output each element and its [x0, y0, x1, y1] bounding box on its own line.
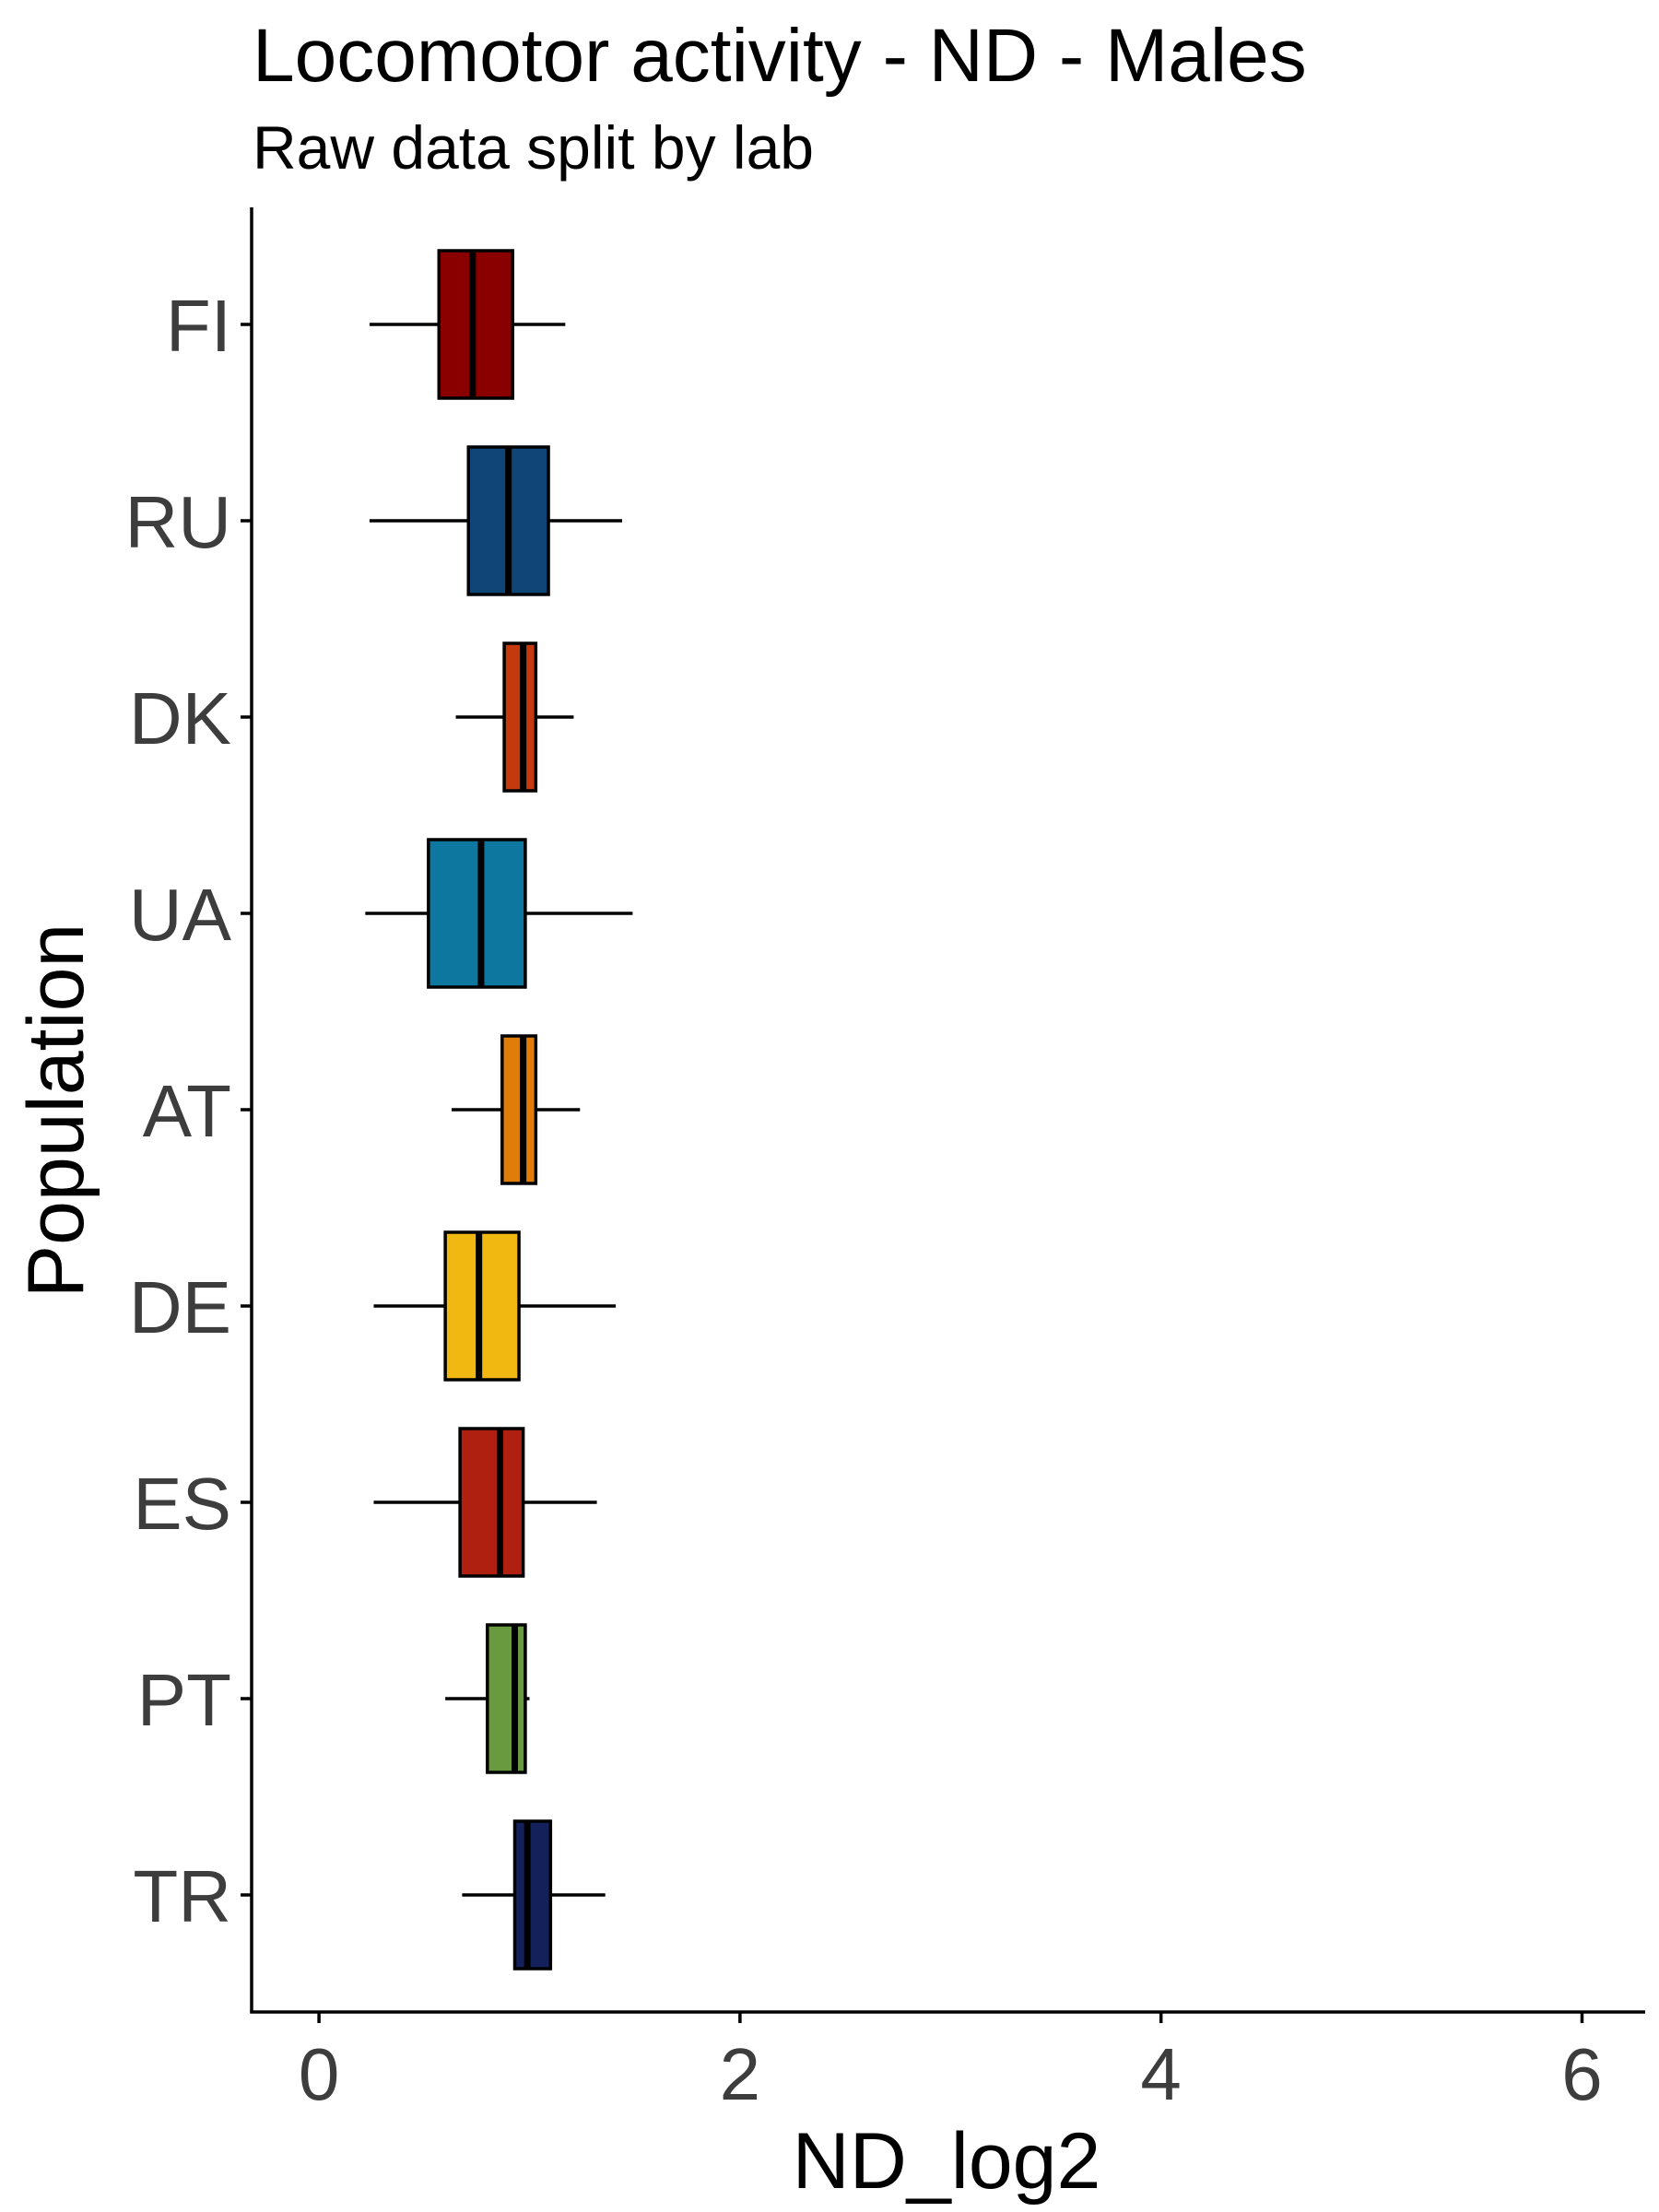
- iqr-box-tr: [512, 1819, 553, 1971]
- y-axis: FI RU DK UA AT DE ES PT TR: [124, 207, 253, 2012]
- y-tick-label-ru: RU: [124, 481, 231, 563]
- box-de: [373, 1230, 617, 1382]
- box-at: [451, 1034, 581, 1185]
- y-tick-label-fi: FI: [166, 285, 231, 367]
- box-ua: [365, 838, 633, 989]
- box-pt: [445, 1623, 530, 1774]
- chart-title: Locomotor activity - ND - Males: [253, 14, 1307, 98]
- iqr-box-es: [458, 1427, 525, 1578]
- x-axis-title: ND_log2: [793, 2117, 1101, 2206]
- plot-area: [365, 249, 633, 1971]
- x-tick-label-4: 4: [1140, 2033, 1182, 2115]
- x-tick-label-6: 6: [1561, 2033, 1603, 2115]
- iqr-box-pt: [486, 1623, 527, 1774]
- iqr-box-ua: [427, 838, 527, 989]
- x-tick-label-2: 2: [720, 2033, 761, 2115]
- y-tick-label-es: ES: [133, 1463, 231, 1545]
- chart-subtitle: Raw data split by lab: [253, 113, 814, 182]
- y-tick-label-dk: DK: [129, 677, 231, 759]
- box-dk: [455, 641, 574, 793]
- box-tr: [462, 1819, 606, 1971]
- iqr-box-at: [500, 1034, 538, 1185]
- y-tick-label-de: DE: [129, 1266, 231, 1348]
- x-axis: 0 2 4 6: [250, 2010, 1645, 2115]
- y-tick-label-at: AT: [143, 1070, 231, 1152]
- y-tick-label-pt: PT: [137, 1659, 231, 1741]
- box-fi: [369, 249, 566, 400]
- y-tick-label-tr: TR: [133, 1855, 231, 1937]
- x-tick-label-0: 0: [299, 2033, 340, 2115]
- y-tick-label-ua: UA: [129, 874, 232, 956]
- box-es: [373, 1427, 597, 1578]
- box-ru: [369, 445, 622, 596]
- y-axis-title: Population: [12, 924, 100, 1298]
